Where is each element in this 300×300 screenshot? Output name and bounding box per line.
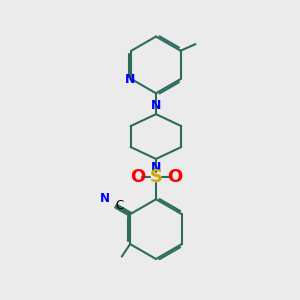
Text: C: C bbox=[116, 200, 124, 212]
Text: S: S bbox=[149, 169, 163, 187]
Text: N: N bbox=[151, 161, 161, 174]
Text: N: N bbox=[125, 73, 135, 85]
Text: N: N bbox=[100, 192, 110, 205]
Text: O: O bbox=[167, 169, 182, 187]
Text: O: O bbox=[130, 169, 145, 187]
Text: N: N bbox=[151, 99, 161, 112]
